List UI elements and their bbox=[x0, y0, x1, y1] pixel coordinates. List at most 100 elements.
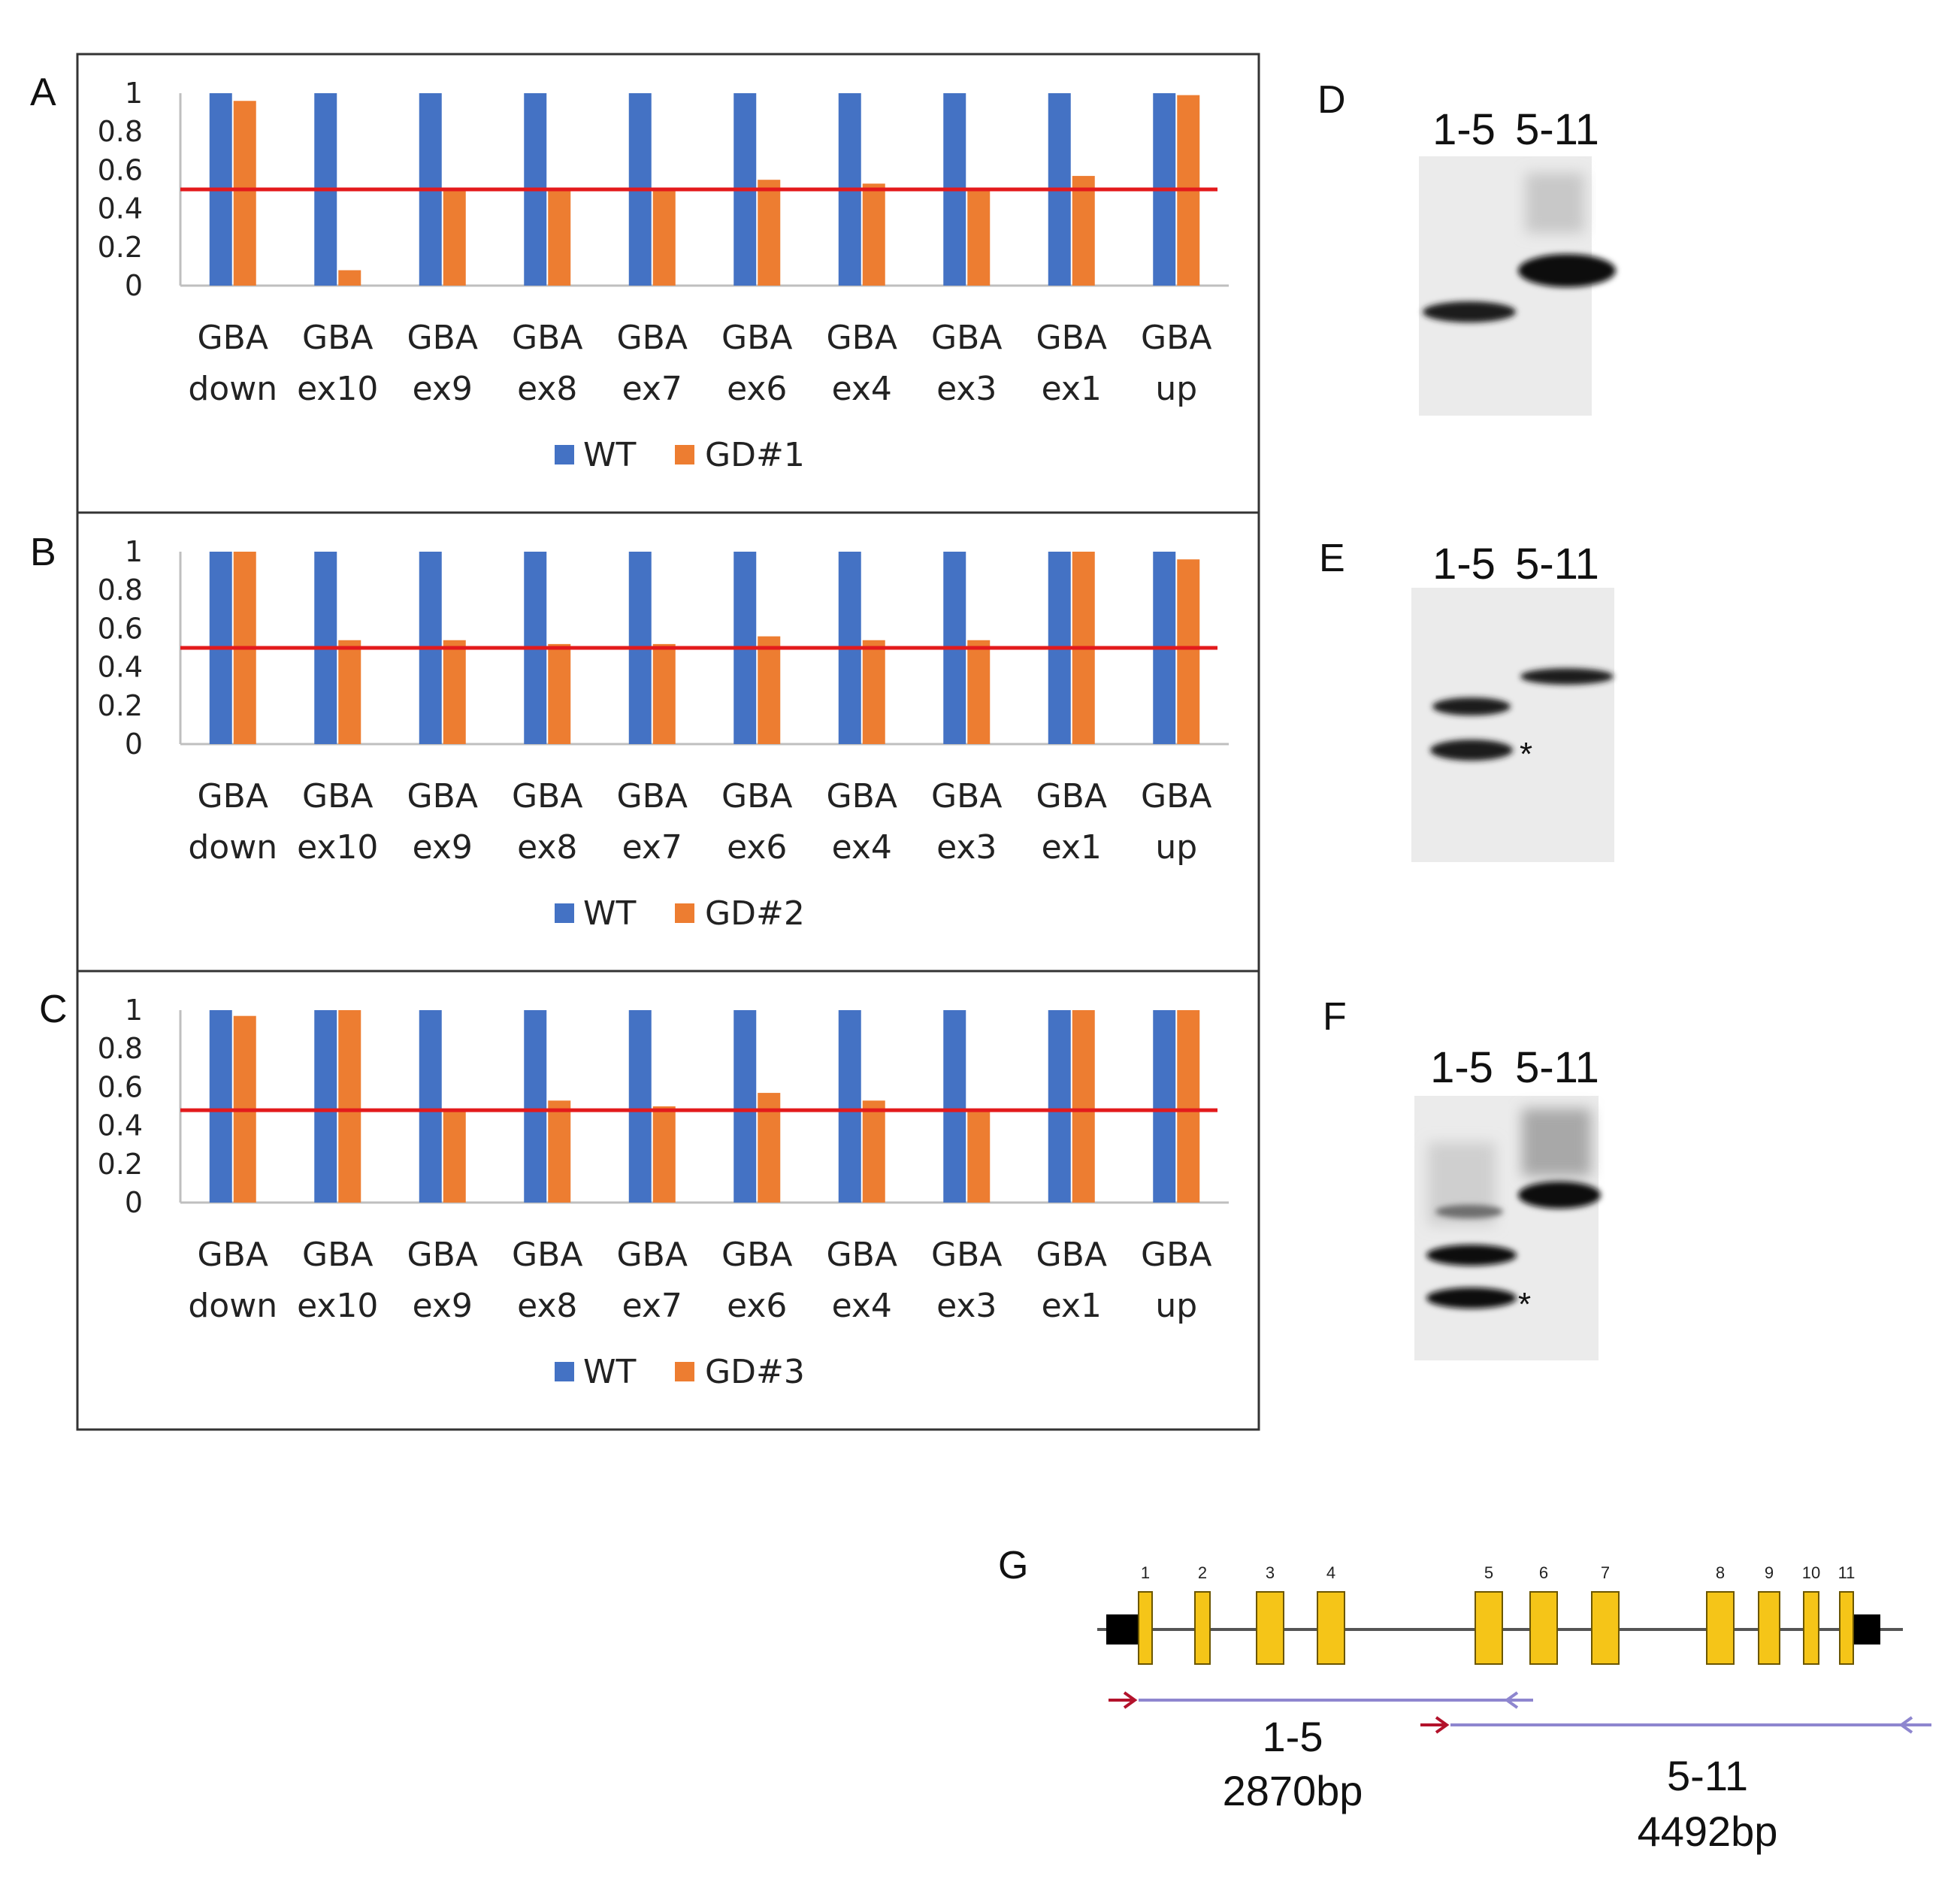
panel-b-label: B bbox=[30, 531, 56, 574]
primer-reverse-1-arrowhead bbox=[1504, 1691, 1519, 1709]
primer-forward-1-arrowhead bbox=[1123, 1691, 1138, 1709]
bar-gd bbox=[443, 640, 466, 744]
category-label-line2: ex6 bbox=[727, 828, 787, 867]
category-label-line1: GBA bbox=[827, 777, 897, 815]
category-label-line2: ex7 bbox=[622, 370, 682, 408]
exon-number: 3 bbox=[1266, 1563, 1275, 1582]
bar-gd bbox=[652, 1106, 676, 1203]
exon-box bbox=[1803, 1591, 1819, 1665]
gel-d-lane2-label: 5-11 bbox=[1515, 105, 1599, 154]
legend-swatch-wt bbox=[555, 1362, 574, 1381]
primer-reverse-2-arrowhead bbox=[1898, 1716, 1913, 1734]
y-tick-label: 1 bbox=[125, 77, 143, 110]
y-tick-label: 0.4 bbox=[98, 192, 143, 225]
exon-number: 10 bbox=[1802, 1563, 1820, 1582]
bar-wt bbox=[1048, 1010, 1071, 1203]
bar-gd bbox=[1177, 559, 1200, 744]
exon-box bbox=[1138, 1591, 1153, 1665]
category-label-line2: down bbox=[188, 828, 277, 867]
legend-swatch-gd bbox=[675, 445, 694, 464]
category-label-line2: ex3 bbox=[936, 828, 997, 867]
bar-gd bbox=[338, 270, 361, 286]
category-label-line2: ex3 bbox=[936, 1287, 997, 1325]
bar-gd bbox=[758, 636, 781, 744]
exon-box bbox=[1529, 1591, 1558, 1665]
category-label-line1: GBA bbox=[512, 319, 582, 357]
legend-label-gd: GD#3 bbox=[705, 1353, 805, 1391]
category-label-line2: ex1 bbox=[1042, 370, 1102, 408]
bar-gd bbox=[862, 183, 885, 286]
category-label-line2: ex9 bbox=[413, 828, 473, 867]
gel-f-lane2-label: 5-11 bbox=[1515, 1043, 1599, 1092]
gel-d-smear bbox=[1526, 173, 1584, 233]
chart-panel-b: 1 0.8 0.6 0.4 0.2 0 GBA down GBA ex10 GBA ex9 GBA ex8… bbox=[98, 535, 1229, 933]
category-label-line1: GBA bbox=[1036, 777, 1107, 815]
legend-label-wt: WT bbox=[583, 436, 637, 474]
bar-gd bbox=[548, 643, 571, 744]
gel-f-band-1-5-lower bbox=[1426, 1287, 1517, 1309]
panel-e-label: E bbox=[1319, 537, 1345, 580]
category-label-line2: ex10 bbox=[297, 370, 378, 408]
y-tick-label: 1 bbox=[125, 994, 143, 1027]
gel-e-band-1-5-lower bbox=[1430, 740, 1513, 761]
bar-wt bbox=[733, 1010, 757, 1203]
bar-wt bbox=[314, 1010, 337, 1203]
amplicon-1-5-name: 1-5 bbox=[1263, 1713, 1323, 1760]
bar-gd bbox=[758, 180, 781, 286]
category-label-line2: ex1 bbox=[1042, 828, 1102, 867]
category-label-line1: GBA bbox=[1141, 319, 1211, 357]
category-label-line1: GBA bbox=[617, 319, 688, 357]
exons: 1 2 3 4 5 6 7 8 9 10 11 bbox=[1138, 1563, 1856, 1665]
category-label-line2: up bbox=[1155, 828, 1197, 867]
panel-d-label: D bbox=[1317, 78, 1346, 122]
category-label-line1: GBA bbox=[1036, 319, 1107, 357]
bar-wt bbox=[524, 1010, 547, 1203]
category-label-line1: GBA bbox=[198, 1236, 268, 1274]
category-label-line2: up bbox=[1155, 370, 1197, 408]
gel-f-band-1-5-upper bbox=[1426, 1245, 1517, 1266]
gel-e-lane2-label: 5-11 bbox=[1515, 540, 1599, 589]
gel-panel-f: F 1-5 5-11 * bbox=[1323, 995, 1601, 1360]
panel-a-label: A bbox=[30, 71, 56, 114]
exon-number: 11 bbox=[1838, 1563, 1856, 1582]
category-label-line1: GBA bbox=[721, 777, 792, 815]
category-label-line1: GBA bbox=[1036, 1236, 1107, 1274]
chart-panel-a: 1 0.8 0.6 0.4 0.2 0 GBA down GBA ex10 GBA ex9 GBA ex8… bbox=[98, 77, 1229, 474]
gel-e-band-5-11 bbox=[1520, 668, 1614, 685]
bar-wt bbox=[838, 1010, 861, 1203]
y-tick-label: 0.8 bbox=[98, 1032, 143, 1065]
exon-box bbox=[1475, 1591, 1503, 1665]
bar-gd bbox=[338, 640, 361, 744]
y-tick-label: 0.2 bbox=[98, 231, 143, 264]
bar-gd bbox=[862, 640, 885, 744]
category-label-line1: GBA bbox=[617, 1236, 688, 1274]
bar-gd bbox=[443, 1110, 466, 1203]
utr-left bbox=[1106, 1614, 1138, 1645]
bar-gd bbox=[1072, 176, 1095, 286]
exon-box bbox=[1194, 1591, 1211, 1665]
bar-gd bbox=[967, 1110, 991, 1203]
bar-gd bbox=[233, 101, 256, 286]
category-label-line1: GBA bbox=[407, 777, 478, 815]
category-label-line2: ex8 bbox=[517, 828, 577, 867]
amplicon-1-5-size: 2870bp bbox=[1223, 1767, 1363, 1814]
panel-c-label: C bbox=[39, 988, 68, 1031]
category-label-line2: ex6 bbox=[727, 370, 787, 408]
gel-d-band-5-11 bbox=[1518, 254, 1616, 287]
bar-gd bbox=[652, 643, 676, 744]
bar-gd bbox=[548, 189, 571, 286]
y-tick-label: 0.6 bbox=[98, 1070, 143, 1103]
category-label-line2: ex10 bbox=[297, 1287, 378, 1325]
category-label-line1: GBA bbox=[407, 319, 478, 357]
y-tick-label: 0.4 bbox=[98, 651, 143, 684]
exon-box bbox=[1758, 1591, 1780, 1665]
y-tick-label: 1 bbox=[125, 535, 143, 568]
category-label-line2: ex8 bbox=[517, 1287, 577, 1325]
amplicon-5-11-size: 4492bp bbox=[1638, 1808, 1778, 1855]
category-label-line2: ex3 bbox=[936, 370, 997, 408]
bar-gd bbox=[338, 1010, 361, 1203]
gel-f-band-faint bbox=[1435, 1205, 1503, 1218]
category-label-line2: up bbox=[1155, 1287, 1197, 1325]
y-tick-label: 0 bbox=[125, 1186, 143, 1219]
